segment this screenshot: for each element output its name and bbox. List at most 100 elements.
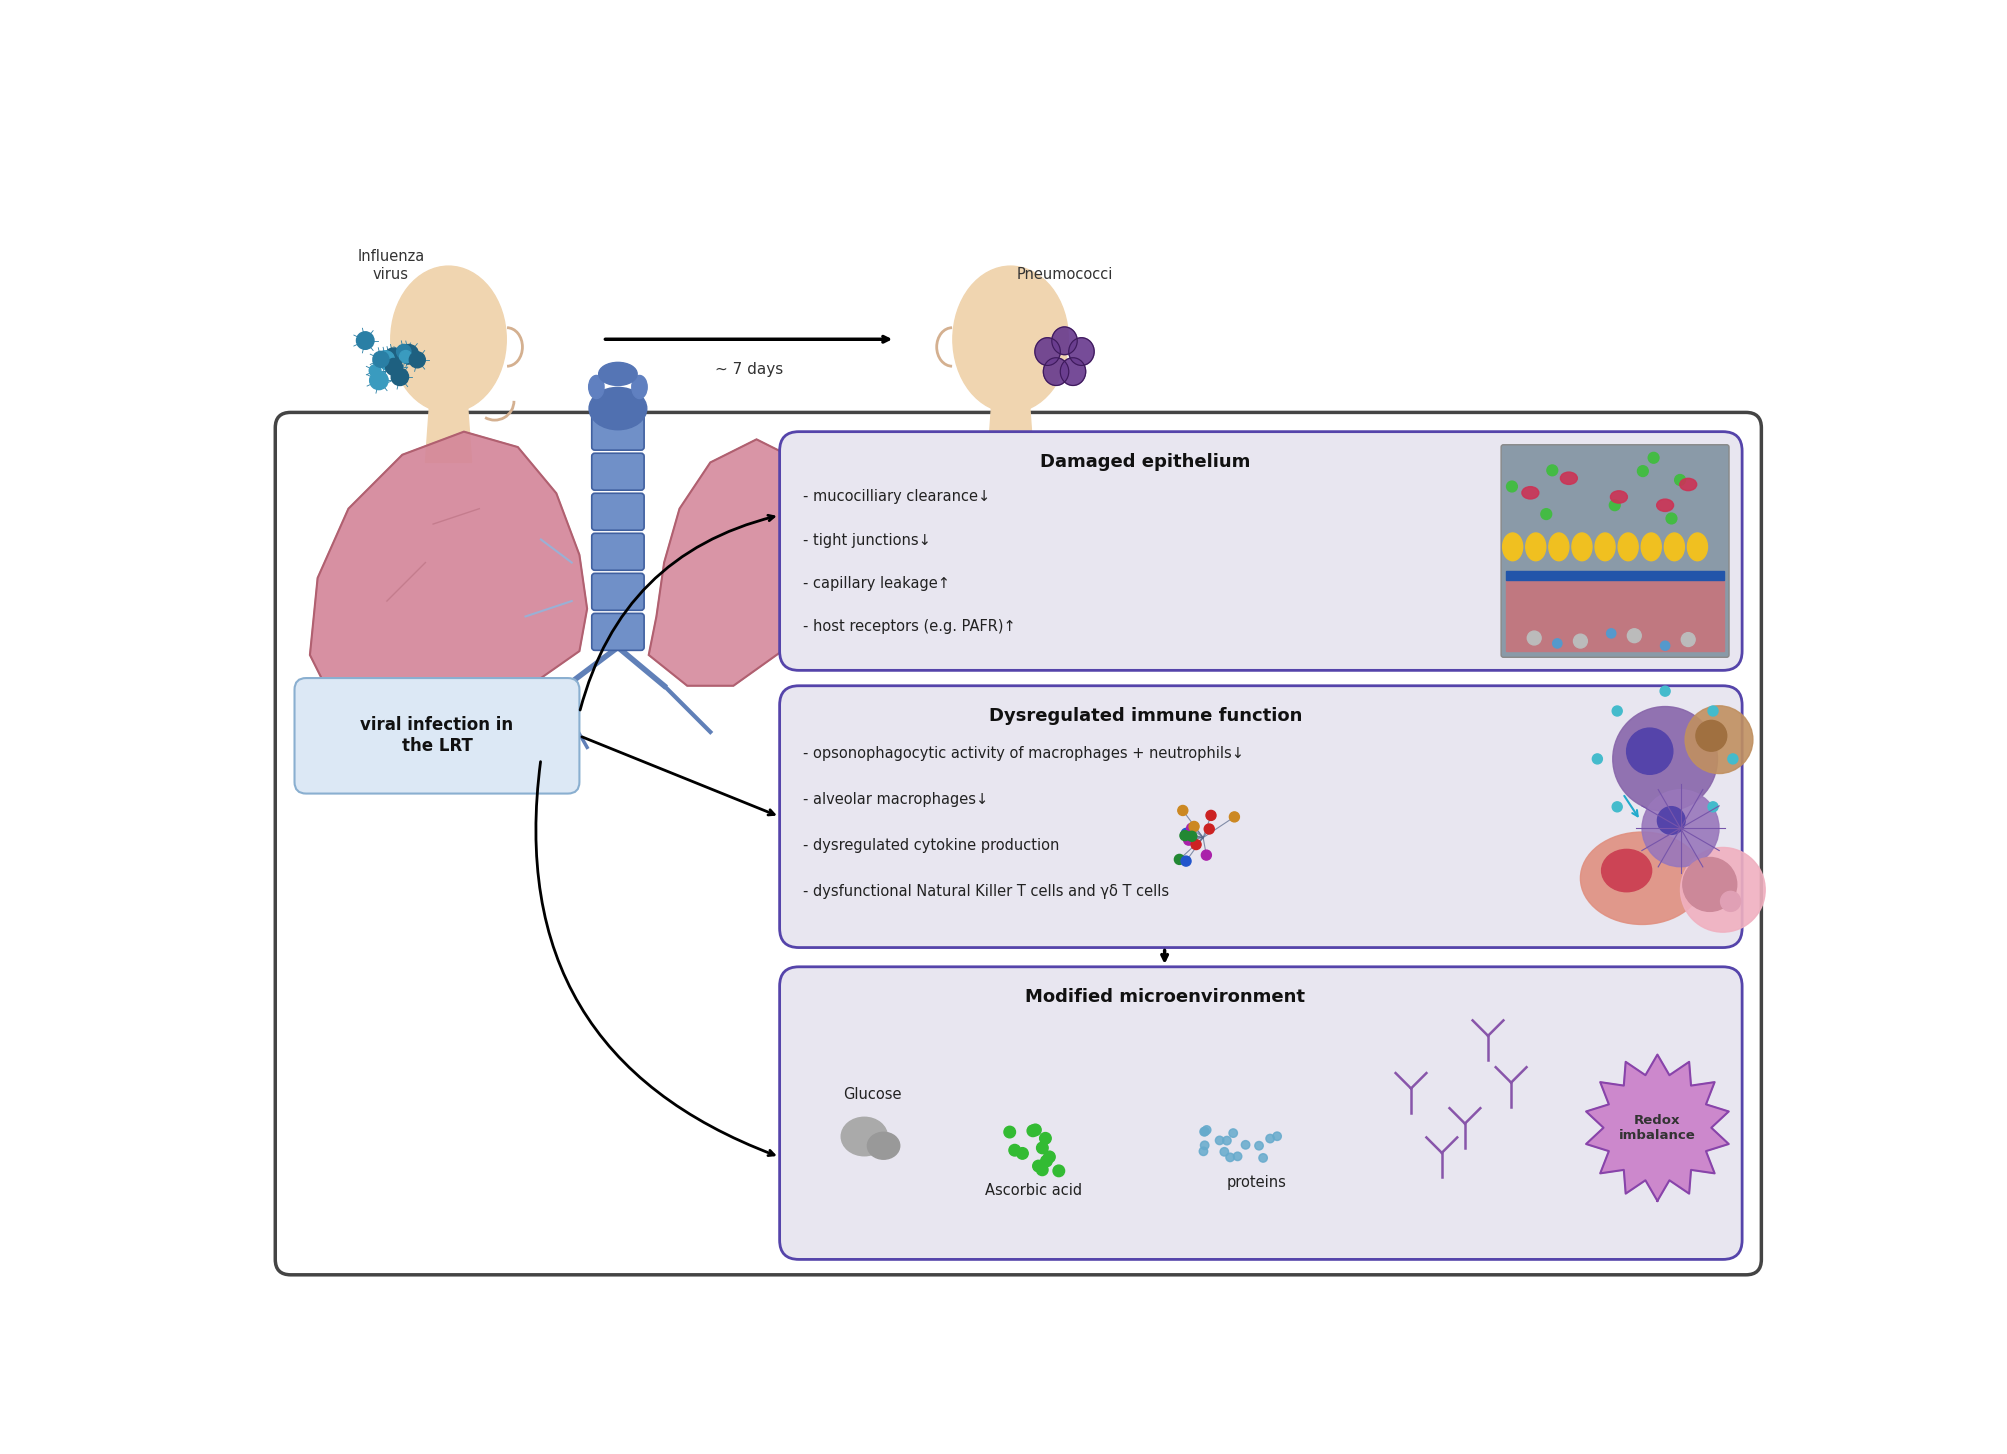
Circle shape	[1200, 1127, 1208, 1136]
Circle shape	[1608, 500, 1620, 510]
Circle shape	[1032, 1160, 1044, 1172]
Circle shape	[1186, 832, 1196, 842]
Circle shape	[1204, 824, 1214, 835]
Ellipse shape	[1525, 534, 1545, 561]
Text: - tight junctions↓: - tight junctions↓	[803, 532, 929, 548]
Circle shape	[1254, 1141, 1262, 1150]
Text: viral infection in
the LRT: viral infection in the LRT	[359, 717, 514, 755]
Text: Ascorbic acid: Ascorbic acid	[985, 1184, 1082, 1198]
Text: - opsonophagocytic activity of macrophages + neutrophils↓: - opsonophagocytic activity of macrophag…	[803, 746, 1242, 760]
Circle shape	[369, 365, 381, 377]
Circle shape	[1660, 686, 1670, 696]
Circle shape	[399, 345, 417, 364]
Circle shape	[1178, 806, 1188, 816]
Circle shape	[1674, 474, 1684, 486]
Circle shape	[1264, 1134, 1274, 1143]
Circle shape	[1642, 790, 1718, 867]
Ellipse shape	[391, 266, 506, 413]
Circle shape	[1660, 641, 1670, 650]
Text: - capillary leakage↑: - capillary leakage↑	[803, 576, 949, 590]
Circle shape	[1636, 465, 1648, 477]
FancyBboxPatch shape	[592, 534, 644, 570]
Circle shape	[1016, 1147, 1028, 1159]
Circle shape	[1258, 1153, 1266, 1162]
Ellipse shape	[1580, 832, 1702, 925]
Ellipse shape	[867, 1133, 899, 1159]
Circle shape	[1206, 810, 1216, 820]
Text: ~ 7 days: ~ 7 days	[714, 362, 783, 378]
Circle shape	[1626, 728, 1672, 775]
Circle shape	[1224, 1153, 1234, 1162]
Circle shape	[1004, 1127, 1016, 1138]
Circle shape	[1626, 628, 1640, 643]
Circle shape	[1545, 465, 1557, 475]
Ellipse shape	[1068, 337, 1094, 365]
Circle shape	[1228, 1128, 1236, 1137]
Ellipse shape	[1680, 478, 1696, 490]
Circle shape	[399, 350, 411, 364]
Circle shape	[1666, 513, 1676, 523]
Text: - dysfunctional Natural Killer T cells and γδ T cells: - dysfunctional Natural Killer T cells a…	[803, 884, 1168, 900]
Ellipse shape	[1594, 534, 1614, 561]
Ellipse shape	[1501, 534, 1521, 561]
Ellipse shape	[1044, 358, 1068, 385]
Text: Damaged epithelium: Damaged epithelium	[1040, 454, 1250, 471]
Circle shape	[1220, 1147, 1228, 1156]
Circle shape	[357, 332, 373, 349]
Ellipse shape	[1656, 499, 1672, 512]
Circle shape	[1198, 1147, 1206, 1156]
Circle shape	[1612, 707, 1622, 715]
Circle shape	[1036, 1165, 1048, 1176]
Circle shape	[1682, 858, 1736, 912]
Circle shape	[1188, 822, 1198, 832]
Circle shape	[1222, 1137, 1230, 1144]
Ellipse shape	[588, 375, 604, 398]
Circle shape	[373, 352, 389, 368]
Ellipse shape	[1547, 534, 1567, 561]
Circle shape	[1030, 1124, 1042, 1136]
Ellipse shape	[1052, 327, 1076, 355]
Circle shape	[1240, 1140, 1248, 1149]
Circle shape	[1505, 481, 1517, 491]
Circle shape	[1202, 1125, 1210, 1134]
FancyBboxPatch shape	[779, 432, 1742, 670]
FancyBboxPatch shape	[295, 678, 580, 794]
Circle shape	[369, 371, 387, 390]
Circle shape	[1656, 807, 1684, 835]
Circle shape	[1708, 707, 1718, 715]
Circle shape	[1200, 1141, 1208, 1150]
Ellipse shape	[1618, 534, 1638, 561]
Circle shape	[1708, 801, 1718, 811]
Circle shape	[1232, 1152, 1240, 1160]
Text: Modified microenvironment: Modified microenvironment	[1024, 989, 1305, 1006]
Text: Glucose: Glucose	[843, 1088, 901, 1102]
Circle shape	[1726, 755, 1736, 763]
Circle shape	[1696, 720, 1726, 752]
Text: Redox
imbalance: Redox imbalance	[1618, 1114, 1696, 1141]
Polygon shape	[425, 409, 472, 462]
Circle shape	[1660, 822, 1670, 832]
Circle shape	[1573, 634, 1588, 648]
Ellipse shape	[1034, 337, 1060, 365]
Text: - alveolar macrophages↓: - alveolar macrophages↓	[803, 792, 987, 807]
Text: proteins: proteins	[1226, 1175, 1286, 1189]
Circle shape	[1680, 848, 1764, 932]
FancyBboxPatch shape	[592, 573, 644, 611]
Text: - host receptors (e.g. PAFR)↑: - host receptors (e.g. PAFR)↑	[803, 619, 1016, 634]
Circle shape	[1527, 631, 1541, 646]
Circle shape	[379, 355, 395, 371]
Ellipse shape	[1060, 358, 1086, 385]
Circle shape	[1606, 628, 1616, 638]
Circle shape	[1190, 839, 1200, 849]
Circle shape	[397, 345, 411, 359]
Text: - dysregulated cytokine production: - dysregulated cytokine production	[803, 838, 1058, 853]
FancyBboxPatch shape	[592, 413, 644, 451]
Ellipse shape	[598, 362, 636, 385]
Ellipse shape	[1559, 473, 1578, 484]
Polygon shape	[648, 439, 833, 686]
Circle shape	[1052, 1165, 1064, 1176]
Circle shape	[1648, 452, 1658, 464]
Polygon shape	[1505, 580, 1724, 651]
Circle shape	[1612, 801, 1622, 811]
Circle shape	[1200, 1127, 1208, 1136]
